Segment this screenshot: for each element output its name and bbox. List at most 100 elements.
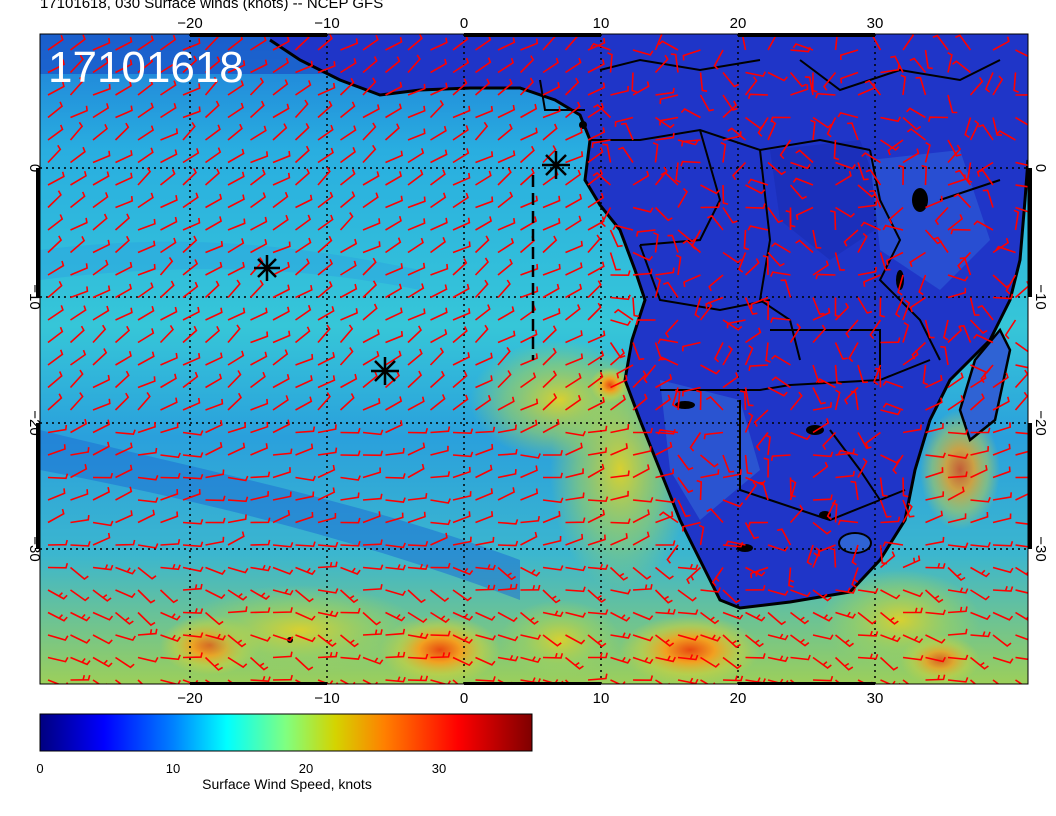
wind-barb	[700, 364, 721, 375]
wind-barb	[700, 656, 720, 668]
wind-barb	[295, 491, 315, 501]
wind-barb	[902, 299, 911, 321]
wind-barb	[519, 168, 535, 186]
wind-barb	[700, 634, 721, 642]
wind-barb	[47, 101, 63, 119]
wind-barb	[812, 675, 834, 682]
wind-barb	[407, 442, 426, 456]
wind-barb	[699, 454, 719, 468]
wind-barb	[744, 481, 758, 501]
wind-barb	[452, 326, 468, 344]
wind-barb	[633, 427, 653, 434]
wind-barb	[384, 370, 400, 389]
wind-barb	[610, 656, 631, 664]
wind-barb	[249, 100, 265, 119]
wind-barb	[542, 263, 561, 276]
wind-barb	[1015, 450, 1028, 456]
wind-barb	[745, 476, 766, 486]
wind-barb	[925, 609, 946, 616]
wind-barb	[970, 464, 988, 479]
wind-barb	[1013, 72, 1019, 93]
wind-barb	[452, 611, 474, 621]
wind-barb	[205, 419, 223, 434]
wind-barb	[771, 376, 791, 389]
wind-barb	[497, 37, 516, 51]
wind-barb	[407, 675, 429, 682]
wind-barb	[205, 307, 223, 321]
wind-barb	[745, 584, 766, 591]
wind-barb	[696, 389, 702, 411]
wind-barb	[834, 252, 845, 271]
wind-barb	[812, 324, 827, 344]
wind-barb	[969, 297, 980, 316]
wind-barb	[969, 656, 989, 670]
wind-barb	[47, 444, 66, 456]
wind-barb	[227, 148, 245, 164]
wind-barb	[474, 78, 491, 96]
wind-barb	[205, 495, 226, 502]
wind-barb	[430, 426, 451, 434]
wind-barb	[340, 283, 358, 299]
wind-barb	[385, 283, 403, 299]
wind-barb	[70, 105, 88, 119]
wind-barb	[969, 120, 980, 141]
wind-barb	[47, 59, 65, 74]
wind-barb	[69, 392, 84, 411]
wind-barb	[407, 34, 423, 51]
wind-barb	[295, 511, 314, 524]
wind-barb	[587, 673, 608, 681]
wind-barb	[822, 431, 837, 451]
wind-barb	[812, 387, 826, 405]
wind-barb	[137, 147, 154, 164]
wind-barb	[497, 370, 512, 389]
wind-barb	[452, 466, 471, 479]
wind-barb	[655, 655, 677, 663]
wind-barb	[655, 87, 675, 96]
wind-barb	[947, 542, 969, 549]
wind-barb	[227, 496, 249, 503]
wind-barb	[925, 452, 946, 459]
wind-barb	[339, 634, 359, 648]
wind-barb	[812, 402, 832, 411]
wind-barb	[70, 286, 89, 299]
wind-barb	[587, 102, 605, 119]
wind-barb	[137, 421, 156, 434]
wind-barb	[362, 564, 384, 571]
wind-barb	[452, 566, 474, 576]
wind-barb	[497, 78, 513, 96]
wind-barb	[497, 540, 519, 547]
wind-barb	[70, 541, 91, 547]
left-lat-ticks: 0 −10 −20 −30	[26, 164, 43, 562]
wind-barb	[587, 169, 604, 186]
wind-barb	[753, 409, 769, 427]
wind-barb	[182, 55, 198, 74]
wind-barb	[182, 192, 199, 209]
wind-barb	[47, 171, 65, 186]
lat-tick: −10	[1032, 284, 1049, 309]
wind-barb	[92, 441, 110, 456]
wind-barb	[565, 492, 585, 501]
wind-barb	[227, 324, 241, 344]
wind-barb	[70, 464, 88, 479]
wind-barb	[610, 443, 628, 456]
wind-barb	[92, 285, 111, 299]
wind-barb	[565, 394, 582, 411]
wind-barb	[182, 259, 199, 276]
wind-barb	[587, 496, 609, 503]
wind-barb	[565, 283, 583, 299]
wind-barb	[835, 161, 856, 170]
wind-barb	[992, 396, 1010, 411]
wind-barb	[699, 72, 708, 92]
wind-barb	[137, 240, 156, 254]
wind-barb	[115, 80, 132, 96]
wind-barb	[137, 391, 151, 411]
wind-barb	[722, 499, 744, 508]
wind-barb	[667, 234, 679, 253]
wind-barb	[543, 472, 563, 479]
wind-barb	[632, 170, 650, 186]
wind-barb	[317, 541, 339, 548]
wind-barb	[272, 103, 290, 119]
wind-barb	[587, 280, 602, 299]
wind-barb	[632, 464, 650, 479]
wind-barb	[407, 196, 426, 209]
